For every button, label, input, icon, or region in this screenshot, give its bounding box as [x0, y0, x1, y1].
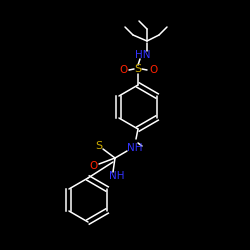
Text: S: S [96, 141, 102, 151]
Text: O: O [149, 65, 157, 75]
Text: O: O [89, 161, 97, 171]
Text: O: O [119, 65, 127, 75]
Text: NH: NH [109, 171, 125, 181]
Text: HN: HN [135, 50, 151, 60]
Text: S: S [134, 64, 141, 74]
Text: NH: NH [127, 143, 143, 153]
